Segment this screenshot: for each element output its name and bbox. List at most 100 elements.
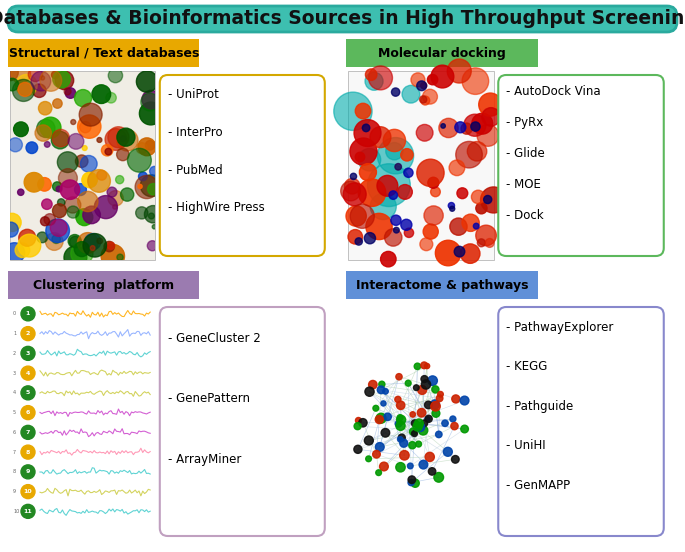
Circle shape — [438, 391, 443, 397]
Circle shape — [112, 205, 117, 209]
Text: 7: 7 — [26, 430, 30, 435]
Circle shape — [117, 128, 135, 146]
Text: - GenMAPP: - GenMAPP — [506, 479, 571, 492]
Circle shape — [406, 380, 411, 386]
Circle shape — [428, 376, 438, 385]
Circle shape — [436, 395, 443, 402]
Circle shape — [40, 217, 49, 226]
Circle shape — [101, 145, 113, 156]
Text: 8: 8 — [26, 450, 30, 455]
Circle shape — [461, 123, 472, 134]
Circle shape — [397, 415, 406, 424]
Circle shape — [472, 113, 493, 134]
Circle shape — [18, 229, 36, 246]
Circle shape — [4, 243, 25, 263]
Circle shape — [35, 125, 51, 141]
Circle shape — [411, 479, 419, 487]
Circle shape — [367, 164, 410, 206]
Circle shape — [416, 441, 421, 447]
Circle shape — [8, 138, 23, 152]
Circle shape — [141, 93, 159, 111]
Circle shape — [414, 419, 423, 428]
Circle shape — [97, 238, 103, 244]
Text: 2: 2 — [13, 351, 16, 356]
Circle shape — [21, 465, 35, 479]
Circle shape — [391, 88, 400, 96]
Circle shape — [376, 470, 382, 475]
Bar — [346, 39, 677, 264]
Circle shape — [21, 366, 35, 380]
Circle shape — [404, 228, 414, 237]
Circle shape — [403, 168, 413, 177]
Bar — [346, 271, 538, 299]
Circle shape — [65, 88, 76, 98]
Circle shape — [121, 136, 126, 141]
Circle shape — [21, 386, 35, 400]
Circle shape — [51, 131, 69, 149]
Circle shape — [397, 415, 403, 421]
Text: - AutoDock Vina: - AutoDock Vina — [506, 84, 601, 98]
Bar — [8, 39, 199, 67]
Circle shape — [85, 233, 101, 250]
Circle shape — [18, 189, 24, 195]
Text: 10: 10 — [24, 489, 32, 494]
Circle shape — [461, 425, 469, 433]
Circle shape — [31, 71, 51, 91]
Circle shape — [397, 401, 405, 410]
Circle shape — [410, 428, 416, 435]
Circle shape — [442, 420, 448, 427]
Circle shape — [421, 420, 427, 427]
Circle shape — [64, 246, 87, 269]
Circle shape — [58, 199, 65, 206]
Circle shape — [32, 84, 46, 98]
Circle shape — [450, 218, 467, 235]
Circle shape — [108, 242, 114, 250]
Circle shape — [40, 76, 45, 80]
Circle shape — [432, 386, 439, 393]
Circle shape — [375, 443, 384, 452]
Circle shape — [430, 400, 440, 409]
Bar — [346, 39, 538, 67]
Circle shape — [395, 396, 401, 402]
Circle shape — [377, 137, 414, 174]
Circle shape — [21, 505, 35, 518]
Circle shape — [460, 244, 480, 263]
Circle shape — [14, 122, 28, 136]
Circle shape — [412, 420, 419, 427]
Circle shape — [60, 180, 79, 199]
Circle shape — [53, 99, 62, 108]
Circle shape — [116, 130, 138, 151]
Circle shape — [138, 138, 156, 156]
Circle shape — [432, 410, 440, 417]
Circle shape — [427, 75, 438, 85]
Circle shape — [365, 387, 374, 396]
Circle shape — [421, 82, 427, 89]
Circle shape — [75, 184, 86, 195]
Circle shape — [408, 463, 413, 469]
Circle shape — [410, 412, 415, 417]
Circle shape — [448, 203, 455, 209]
Circle shape — [485, 238, 494, 247]
Circle shape — [386, 142, 403, 160]
Circle shape — [116, 148, 129, 161]
Circle shape — [462, 214, 480, 231]
Circle shape — [455, 122, 466, 133]
Circle shape — [396, 463, 406, 472]
Circle shape — [136, 142, 147, 153]
Circle shape — [355, 238, 362, 245]
Circle shape — [375, 416, 384, 423]
Text: 9: 9 — [26, 469, 30, 474]
Circle shape — [451, 455, 459, 463]
Circle shape — [74, 242, 89, 257]
Circle shape — [83, 233, 106, 257]
Circle shape — [401, 148, 413, 161]
Text: 8: 8 — [13, 469, 16, 474]
Circle shape — [428, 468, 436, 475]
Bar — [10, 71, 155, 260]
Circle shape — [354, 445, 362, 453]
Circle shape — [373, 450, 380, 458]
Circle shape — [51, 71, 59, 78]
Text: 7: 7 — [13, 450, 16, 455]
Circle shape — [108, 190, 123, 206]
Bar — [348, 303, 494, 540]
